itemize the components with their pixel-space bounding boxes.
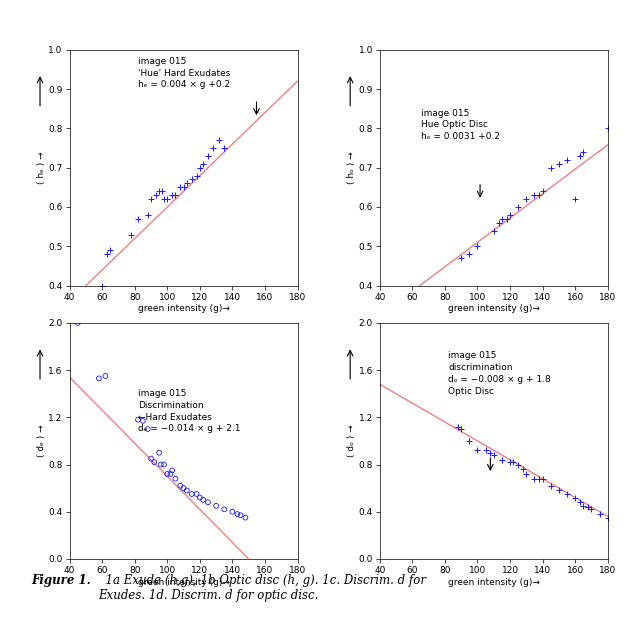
Text: 1a Exude (h,g), 1b Optic disc (h, g). 1c. Discrim. d for
Exudes. 1d. Discrim. d : 1a Exude (h,g), 1b Optic disc (h, g). 1c…: [98, 574, 426, 602]
X-axis label: green intensity (g)→: green intensity (g)→: [137, 578, 230, 587]
Y-axis label: ( dₑ ) →: ( dₑ ) →: [37, 425, 46, 457]
Point: [133, 415, 143, 425]
Point: [203, 497, 213, 507]
X-axis label: green intensity (g)→: green intensity (g)→: [448, 578, 540, 587]
Point: [170, 474, 180, 484]
Point: [241, 513, 251, 523]
Point: [187, 489, 197, 499]
Point: [159, 460, 169, 469]
Point: [162, 469, 172, 479]
Point: [219, 504, 229, 514]
Point: [192, 489, 202, 499]
Point: [182, 486, 192, 496]
Point: [149, 457, 160, 467]
Text: Figure 1.: Figure 1.: [32, 574, 91, 587]
Text: image 015
Hue Optic Disc
hₒ = 0.0031 +0.2: image 015 Hue Optic Disc hₒ = 0.0031 +0.…: [421, 109, 500, 141]
Point: [165, 469, 175, 479]
X-axis label: green intensity (g)→: green intensity (g)→: [137, 304, 230, 314]
Point: [211, 501, 221, 510]
Point: [179, 483, 189, 493]
Point: [227, 507, 237, 517]
Point: [232, 509, 242, 519]
Point: [101, 371, 111, 381]
Point: [154, 448, 164, 458]
Point: [146, 453, 156, 463]
Text: image 015
'Hue' Hard Exudates
hₑ = 0.004 × g +0.2: image 015 'Hue' Hard Exudates hₑ = 0.004…: [138, 57, 230, 89]
Point: [195, 492, 205, 502]
Y-axis label: ( hₒ ) →: ( hₒ ) →: [347, 152, 356, 184]
Point: [94, 373, 104, 383]
Point: [235, 510, 246, 520]
Point: [73, 318, 83, 328]
Point: [138, 416, 148, 426]
Text: image 015
discrimination
dₒ = −0.008 × g + 1.8
Optic Disc: image 015 discrimination dₒ = −0.008 × g…: [448, 351, 551, 396]
Point: [167, 466, 177, 476]
Y-axis label: ( dₒ ) →: ( dₒ ) →: [347, 425, 356, 457]
Point: [175, 481, 185, 491]
Point: [198, 495, 208, 505]
Point: [142, 424, 153, 434]
Point: [156, 460, 166, 469]
X-axis label: green intensity (g)→: green intensity (g)→: [448, 304, 540, 314]
Y-axis label: ( hₑ ) →: ( hₑ ) →: [37, 152, 46, 184]
Text: image 015
Discrimination
←Hard Exudates
dₑ = −0.014 × g + 2.1: image 015 Discrimination ←Hard Exudates …: [138, 389, 241, 433]
